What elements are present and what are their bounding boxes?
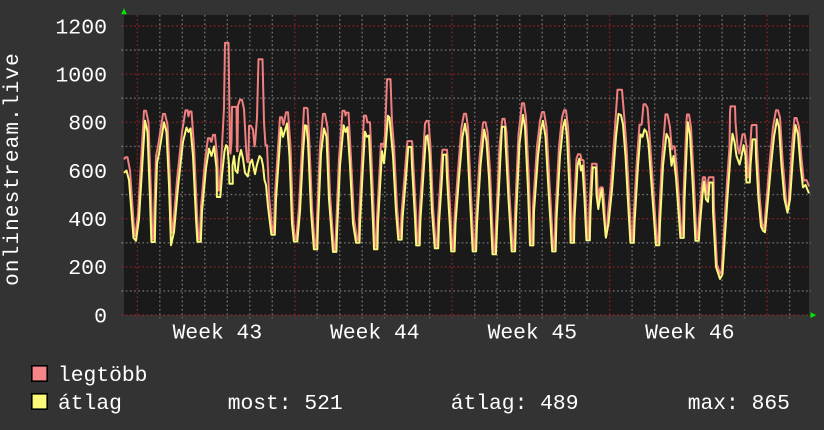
svg-text:800: 800 — [68, 113, 107, 137]
svg-text:Week 45: Week 45 — [488, 322, 577, 346]
svg-text:Week 43: Week 43 — [173, 322, 262, 346]
svg-text:Week 44: Week 44 — [330, 322, 419, 346]
svg-text:400: 400 — [68, 209, 107, 233]
svg-text:átlag: 489: átlag: 489 — [451, 392, 579, 416]
svg-text:onlinestream.live: onlinestream.live — [2, 52, 25, 286]
svg-text:Week 46: Week 46 — [645, 322, 734, 346]
svg-text:1000: 1000 — [55, 65, 107, 89]
svg-text:legtöbb: legtöbb — [58, 364, 147, 388]
svg-text:600: 600 — [68, 161, 107, 185]
svg-text:0: 0 — [94, 305, 107, 329]
svg-text:200: 200 — [68, 257, 107, 281]
svg-text:max: 865: max: 865 — [688, 392, 790, 416]
svg-text:1200: 1200 — [55, 16, 107, 40]
svg-text:most: 521: most: 521 — [228, 392, 343, 416]
svg-text:átlag: átlag — [58, 392, 122, 416]
